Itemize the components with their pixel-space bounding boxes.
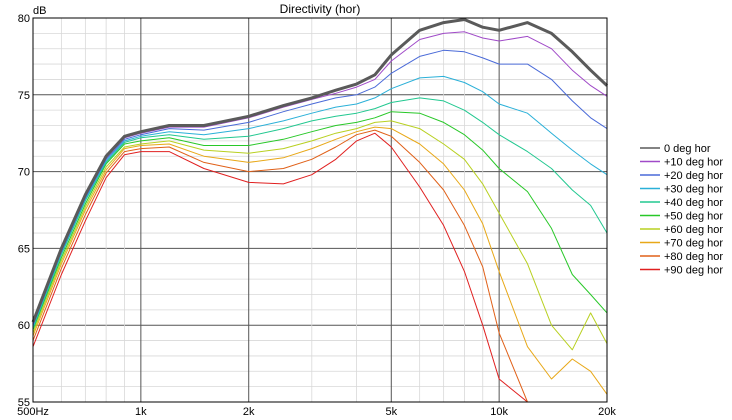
legend-label: +30 deg hor [664, 184, 723, 196]
x-tick-labels: 500Hz 1k 2k 5k 10k 20k [17, 406, 616, 418]
x-tick-label: 500Hz [17, 406, 49, 418]
legend-item: +10 deg hor [640, 157, 723, 169]
legend-label: +10 deg hor [664, 157, 723, 169]
legend-label: +20 deg hor [664, 170, 723, 182]
legend-label: +40 deg hor [664, 197, 723, 209]
legend-item: +50 deg hor [640, 211, 723, 223]
x-tick-label: 2k [243, 406, 255, 418]
x-tick-label: 1k [135, 406, 147, 418]
legend-label: +90 deg hor [664, 265, 723, 277]
legend-item: +60 deg hor [640, 224, 723, 236]
x-tick-label: 20k [598, 406, 616, 418]
series-line [32, 120, 608, 351]
series-line [31, 18, 609, 323]
legend-item: +80 deg hor [640, 251, 723, 263]
x-tick-label: 5k [385, 406, 397, 418]
y-tick-label: 75 [18, 90, 30, 102]
series-line [32, 111, 608, 330]
series-line [32, 49, 608, 326]
legend-label: +50 deg hor [664, 211, 723, 223]
y-tick-labels: 55 60 65 70 75 80 [18, 13, 30, 409]
y-tick-label: 70 [18, 167, 30, 179]
legend-item: 0 deg hor [640, 143, 711, 155]
y-tick-label: 65 [18, 243, 30, 255]
series-line [32, 126, 608, 395]
plot-frame [32, 17, 608, 403]
series-line [32, 97, 608, 329]
legend-item: +20 deg hor [640, 170, 723, 182]
legend-label: +70 deg hor [664, 238, 723, 250]
y-tick-label: 60 [18, 320, 30, 332]
legend-item: +30 deg hor [640, 184, 723, 196]
series-line [32, 75, 608, 327]
legend-item: +90 deg hor [640, 265, 723, 277]
legend-label: +60 deg hor [664, 224, 723, 236]
legend-item: +70 deg hor [640, 238, 723, 250]
legend-label: +80 deg hor [664, 251, 723, 263]
y-tick-label: 55 [18, 397, 30, 409]
legend-label: 0 deg hor [664, 143, 711, 155]
legend-item: +40 deg hor [640, 197, 723, 209]
y-tick-label: 80 [18, 13, 30, 25]
chart-title: Directivity (hor) [280, 2, 361, 16]
y-axis-label: dB [33, 5, 46, 17]
legend: 0 deg hor +10 deg hor+20 deg hor +30 deg h… [640, 143, 723, 277]
x-tick-label: 10k [490, 406, 508, 418]
